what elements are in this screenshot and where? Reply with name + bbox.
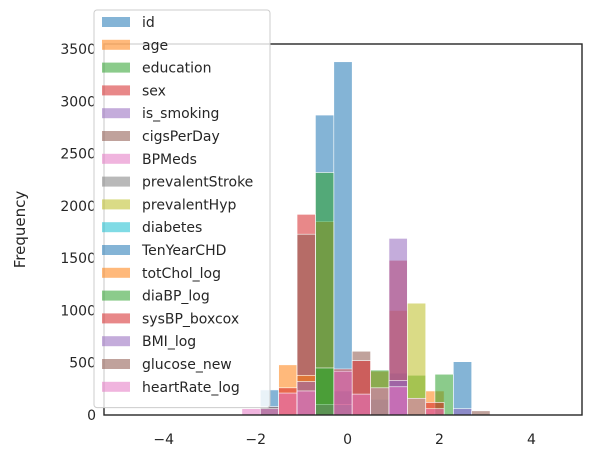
bar-16-0 xyxy=(241,408,261,416)
legend-swatch xyxy=(102,381,130,392)
bar-14-2 xyxy=(453,408,472,416)
legend-swatch xyxy=(102,222,130,233)
y-tick-label: 1000 xyxy=(60,303,96,319)
y-tick-label: 2500 xyxy=(60,147,96,163)
legend-swatch xyxy=(102,199,130,210)
legend-label: id xyxy=(142,15,155,31)
legend-label: diaBP_log xyxy=(142,289,210,305)
x-tick-label: 2 xyxy=(435,432,444,448)
bar-0-2 xyxy=(333,61,353,416)
bar-16-1 xyxy=(259,408,279,416)
bar-16-2 xyxy=(278,392,298,416)
x-tick-label: 4 xyxy=(527,432,536,448)
legend-swatch xyxy=(102,336,130,347)
legend-label: BMI_log xyxy=(142,334,196,350)
legend-label: sex xyxy=(142,83,166,99)
x-tick-label: −4 xyxy=(153,432,174,448)
x-tick-label: 0 xyxy=(343,432,352,448)
legend-label: is_smoking xyxy=(142,106,219,122)
legend-label: diabetes xyxy=(142,220,202,236)
bar-16-7 xyxy=(388,386,408,416)
legend-swatch xyxy=(102,267,130,278)
legend-swatch xyxy=(102,62,130,73)
legend-swatch xyxy=(102,176,130,187)
bar-16-6 xyxy=(370,387,390,416)
legend-label: prevalentHyp xyxy=(142,197,236,213)
y-axis-ticks: 0 500 1000 1500 2000 2500 3000 3500 xyxy=(60,42,96,424)
legend-label: sysBP_boxcox xyxy=(142,311,239,327)
legend-label: cigsPerDay xyxy=(142,129,220,145)
x-tick-label: −2 xyxy=(245,432,266,448)
legend-label: education xyxy=(142,61,211,77)
y-tick-label: 3500 xyxy=(60,42,96,58)
bar-16-8 xyxy=(407,397,427,416)
bar-12-0 xyxy=(315,367,335,416)
legend-label: glucose_new xyxy=(142,357,232,373)
bar-16-5 xyxy=(351,393,371,416)
y-tick-label: 3000 xyxy=(60,94,96,110)
x-axis-ticks: −4 −2 0 2 4 xyxy=(153,432,536,448)
y-axis-label: Frequency xyxy=(11,191,29,269)
legend-swatch xyxy=(102,359,130,369)
histogram-bars xyxy=(241,61,491,416)
y-tick-label: 2000 xyxy=(60,199,96,215)
legend-label: totChol_log xyxy=(142,266,221,282)
legend-label: age xyxy=(142,38,168,54)
legend-label: heartRate_log xyxy=(142,380,240,396)
legend-swatch xyxy=(102,17,130,27)
legend-swatch xyxy=(102,245,130,255)
legend-box xyxy=(93,9,271,409)
y-tick-label: 1500 xyxy=(60,251,96,267)
bar-0-4 xyxy=(453,361,472,416)
legend: id age education sex is_smoking cigsPerDay BPM… xyxy=(93,9,271,409)
legend-swatch xyxy=(102,313,130,324)
y-tick-label: 500 xyxy=(69,356,96,372)
legend-label: BPMeds xyxy=(142,152,197,168)
bar-16-3 xyxy=(296,390,316,416)
legend-label: prevalentStroke xyxy=(142,175,253,191)
legend-swatch xyxy=(102,39,130,50)
legend-swatch xyxy=(102,131,130,141)
legend-swatch xyxy=(102,290,130,301)
y-tick-label: 0 xyxy=(87,408,96,424)
legend-label: TenYearCHD xyxy=(141,243,226,259)
bar-16-9 xyxy=(425,408,445,416)
bar-16-4 xyxy=(333,370,353,416)
legend-swatch xyxy=(102,153,130,164)
legend-swatch xyxy=(102,108,130,119)
legend-swatch xyxy=(102,85,130,96)
